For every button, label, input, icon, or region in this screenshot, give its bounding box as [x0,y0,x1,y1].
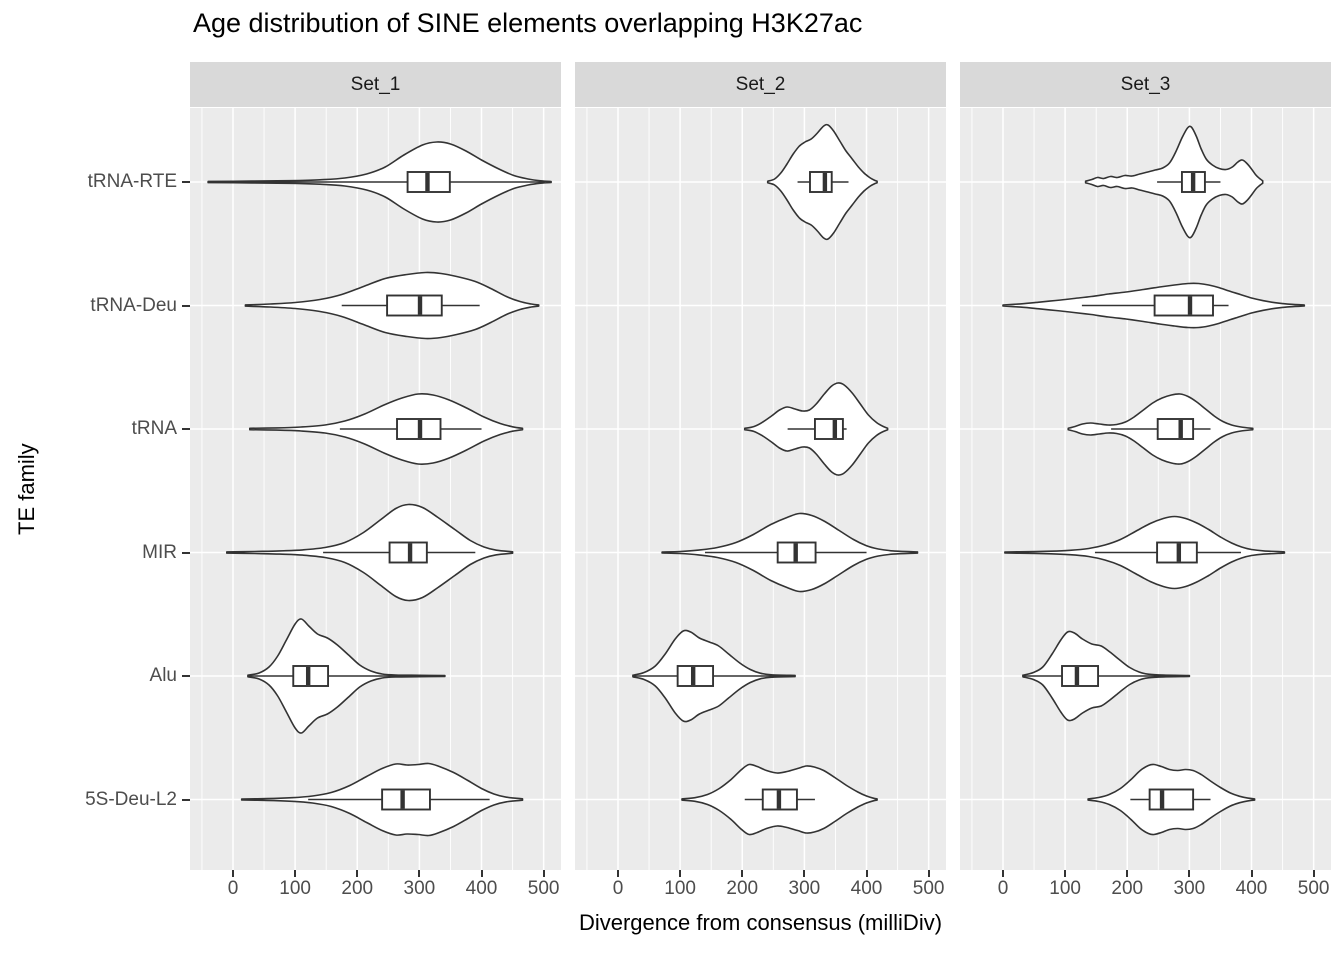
y-tick-mark [182,181,190,183]
median-Set_3-tRNA-RTE [1190,173,1196,191]
panel-background [960,108,1331,870]
y-axis-label-tRNA-Deu: tRNA-Deu [90,294,177,316]
facet-strip-Set_2: Set_2 [575,62,946,107]
facet-strip-label: Set_2 [735,73,786,95]
median-Set_3-5S-Deu-L2 [1159,790,1165,809]
x-tick-label: 500 [527,878,560,899]
x-tick-mark [1188,870,1191,877]
x-tick-label: 0 [227,878,239,899]
median-Set_1-MIR [407,543,413,562]
median-Set_1-tRNA-RTE [425,173,430,191]
x-tick-label: 300 [403,878,436,899]
box-Set_1-tRNA-Deu [386,294,443,317]
panel-Set_2 [575,108,946,870]
median-Set_1-tRNA [417,420,423,438]
y-axis-label-tRNA-RTE: tRNA-RTE [87,171,177,192]
panel-background [575,108,946,870]
x-tick-mark [803,870,806,877]
x-tick-mark [480,870,483,877]
y-tick-mark [182,428,190,430]
x-tick-mark [741,870,744,877]
median-Set_2-tRNA-RTE [822,173,828,191]
x-axis-title: Divergence from consensus (milliDiv) [578,910,943,935]
facet-strip-Set_1: Set_1 [190,62,561,107]
median-Set_1-tRNA-Deu [417,296,423,315]
x-tick-label: 200 [726,878,759,899]
x-tick-label: 100 [279,878,311,899]
y-tick-mark [182,798,190,801]
median-Set_2-tRNA [832,420,838,438]
x-tick-mark [356,870,359,877]
x-tick-label: 100 [1049,878,1081,899]
y-tick-mark [182,675,190,677]
x-tick-label: 300 [788,878,821,899]
x-tick-mark [679,870,682,877]
x-tick-label: 500 [912,878,945,899]
box-Set_1-5S-Deu-L2 [381,788,431,811]
x-tick-mark [617,870,619,877]
x-tick-mark [1312,870,1315,877]
x-tick-label: 200 [341,878,374,899]
median-Set_1-Alu [305,667,311,685]
x-tick-mark [1064,870,1067,877]
x-tick-label: 400 [850,878,883,899]
median-Set_3-Alu [1074,667,1080,685]
panel-background [190,108,561,870]
x-tick-label: 100 [664,878,696,899]
facet-strip-label: Set_3 [1120,73,1171,95]
facet-strip-Set_3: Set_3 [960,62,1331,107]
median-Set_3-tRNA [1178,420,1183,438]
median-Set_3-tRNA-Deu [1187,296,1193,315]
box-Set_2-tRNA-RTE [809,171,833,193]
x-tick-mark [927,870,930,877]
plot-title: Age distribution of SINE elements overla… [193,8,863,38]
y-axis-label-MIR: MIR [142,541,177,563]
panel-Set_1 [190,108,561,870]
x-tick-label: 0 [997,878,1009,899]
y-axis-title: TE family [14,443,39,535]
box-Set_1-Alu [292,665,330,687]
y-axis-label-Alu: Alu [149,665,177,686]
box-Set_3-tRNA-Deu [1153,294,1214,317]
x-tick-label: 0 [612,878,624,899]
median-Set_2-5S-Deu-L2 [776,790,782,809]
box-Set_3-5S-Deu-L2 [1148,788,1195,811]
median-Set_3-MIR [1176,543,1182,562]
median-Set_2-Alu [690,667,696,685]
y-axis-label-5S-Deu-L2: 5S-Deu-L2 [85,788,177,810]
y-tick-mark [182,304,190,307]
x-tick-mark [232,870,234,877]
x-tick-label: 400 [1235,878,1268,899]
box-Set_3-tRNA [1156,418,1195,440]
x-tick-label: 200 [1111,878,1144,899]
x-tick-label: 500 [1297,878,1330,899]
x-tick-mark [418,870,421,877]
panel-Set_3 [960,108,1331,870]
x-tick-mark [294,870,297,877]
facet-strip-label: Set_1 [350,73,401,95]
y-axis-label-tRNA: tRNA [131,418,177,439]
x-tick-mark [542,870,545,877]
x-tick-label: 300 [1173,878,1206,899]
median-Set_2-MIR [793,543,798,562]
median-Set_1-5S-Deu-L2 [400,790,405,809]
x-tick-mark [1250,870,1253,877]
x-tick-mark [1002,870,1004,877]
y-tick-mark [182,551,190,554]
box-Set_2-tRNA [814,418,844,440]
x-tick-mark [865,870,868,877]
x-tick-label: 400 [465,878,498,899]
box-Set_3-Alu [1061,665,1100,687]
x-tick-mark [1126,870,1129,877]
